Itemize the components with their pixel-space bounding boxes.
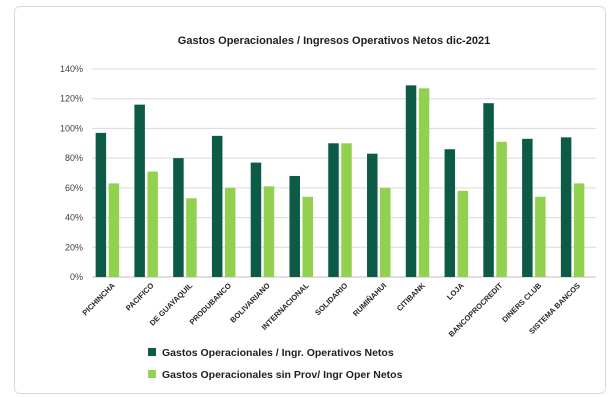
bar-2-solidario: [341, 143, 352, 277]
y-tick-label: 100%: [60, 123, 83, 133]
bar-1-diners-club: [522, 138, 533, 277]
bar-2-pacifico: [147, 171, 158, 277]
bar-1-rumiñahui: [367, 153, 378, 277]
legend-label: Gastos Operacionales sin Prov/ Ingr Oper…: [162, 369, 403, 381]
x-tick-label: DINERS CLUB: [500, 281, 543, 324]
bar-2-de-guayaquil: [186, 198, 197, 277]
bar-2-loja: [457, 190, 469, 277]
y-tick-label: 0%: [70, 272, 83, 282]
bar-1-produbanco: [211, 135, 223, 277]
x-tick-label: SOLIDARIO: [313, 281, 349, 317]
x-tick-label: PICHINCHA: [81, 281, 118, 318]
x-tick-label: CITIBANK: [395, 281, 427, 313]
x-tick-label: PACIFICO: [124, 281, 156, 313]
y-tick-label: 80%: [65, 153, 83, 163]
x-tick-label: RUMIÑAHUI: [351, 281, 388, 318]
legend: Gastos Operacionales / Ingr. Operativos …: [148, 347, 403, 381]
bar-2-diners-club: [535, 196, 546, 277]
bar-1-bancoprocredit: [483, 103, 494, 278]
bar-1-pacifico: [134, 104, 145, 278]
bars: [95, 85, 585, 278]
y-tick-label: 120%: [60, 94, 83, 104]
bar-2-bancoprocredit: [496, 141, 507, 277]
legend-swatch: [148, 370, 156, 378]
bar-2-citibank: [418, 88, 430, 277]
y-axis-ticks: 0% 20% 40% 60% 80% 100% 120% 140%: [60, 64, 83, 282]
bar-1-solidario: [328, 143, 339, 277]
x-tick-label: BOLIVARIANO: [228, 281, 272, 325]
y-tick-label: 140%: [60, 64, 83, 74]
bar-2-rumiñahui: [380, 187, 391, 277]
y-tick-label: 20%: [65, 242, 83, 252]
bar-2-pichincha: [108, 183, 120, 277]
bar-1-de-guayaquil: [173, 158, 184, 277]
bar-1-bolivariano: [250, 162, 262, 277]
bar-2-internacional: [302, 196, 313, 277]
y-tick-label: 60%: [65, 183, 83, 193]
bar-2-produbanco: [224, 187, 236, 277]
bar-1-loja: [444, 149, 456, 277]
bar-2-sistema-bancos: [573, 183, 585, 277]
bar-1-pichincha: [95, 132, 107, 277]
bar-2-bolivariano: [263, 186, 275, 277]
x-tick-label: PRODUBANCO: [188, 281, 234, 327]
chart-title: Gastos Operacionales / Ingresos Operativ…: [178, 35, 490, 47]
bar-1-citibank: [405, 85, 417, 277]
bar-1-sistema-bancos: [560, 137, 572, 277]
legend-label: Gastos Operacionales / Ingr. Operativos …: [162, 347, 394, 359]
legend-swatch: [148, 348, 156, 356]
bar-1-internacional: [289, 175, 300, 277]
y-tick-label: 40%: [65, 213, 83, 223]
x-tick-label: LOJA: [445, 281, 466, 302]
